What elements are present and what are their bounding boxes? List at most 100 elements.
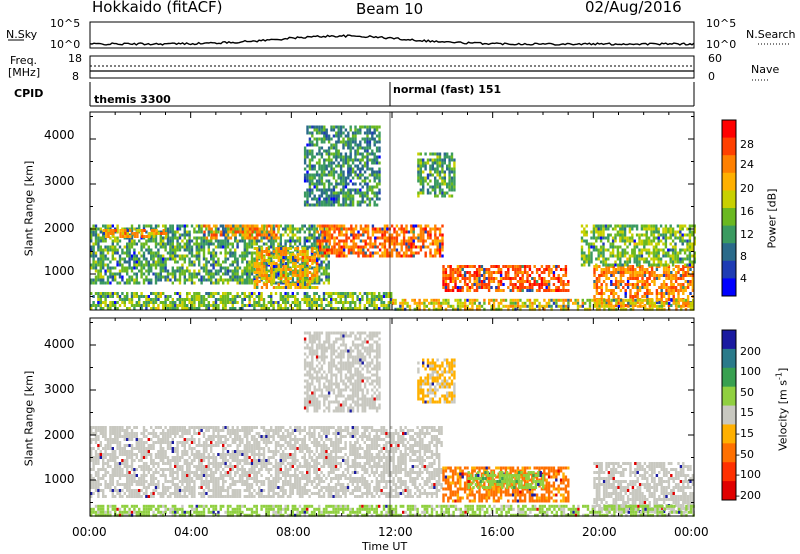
power-cell-r6 [658,301,661,304]
power-cell-r0 [318,278,321,282]
power-cell-r9 [347,155,350,159]
power-cell-r5 [487,268,491,271]
power-cell-r6 [682,268,685,271]
power-cell-r9 [306,170,309,174]
power-cell-r0 [169,251,172,255]
power-cell-r4 [441,254,444,258]
power-cell-r6 [679,286,683,289]
power-cell-r11 [597,236,600,240]
power-cell-r0 [169,272,172,276]
power-cell-r4 [340,248,343,252]
power-cell-r3 [296,256,300,259]
power-cell-r6 [679,268,683,271]
power-cell-r0 [181,254,184,258]
power-cell-r3 [306,256,309,259]
power-cell-r9 [313,203,316,207]
power-cell-r1 [165,232,168,235]
power-cell-r11 [592,248,596,252]
power-cell-r9 [356,158,360,162]
power-cell-r8 [646,298,649,302]
power-cell-r0 [250,233,254,237]
power-cell-r11 [623,260,627,264]
power-cell-r11 [655,242,658,246]
power-cell-r0 [246,248,249,252]
power-cell-r10 [443,173,446,177]
power-cell-r9 [368,143,372,147]
power-cell-r9 [330,191,333,195]
power-cell-r2 [229,236,233,240]
power-cell-r0 [234,272,237,276]
power-cell-r11 [628,224,632,228]
power-cell-r11 [599,233,603,237]
power-cell-r0 [217,278,220,282]
power-cell-r7 [351,292,354,295]
power-cell-r5 [478,271,481,274]
power-cell-r7 [102,292,105,295]
power-cell-r0 [114,248,117,252]
power-cell-r0 [303,278,306,282]
power-cell-r8 [646,301,649,305]
power-cell-r7 [354,292,357,295]
power-cell-r0 [243,254,246,258]
power-cell-r4 [390,242,394,246]
power-cell-r1 [126,232,129,235]
power-cell-r3 [284,277,288,280]
power-cell-r11 [633,251,636,255]
power-cell-r3 [292,283,295,286]
power-cell-r8 [612,307,616,311]
power-cell-r9 [356,149,360,153]
power-cell-r9 [315,140,319,144]
power-cell-r8 [516,301,520,305]
power-cell-r5 [514,283,517,286]
power-cell-r9 [318,128,321,132]
power-cell-r0 [92,245,95,249]
power-cell-r7 [116,295,119,298]
power-cell-r0 [140,269,143,273]
power-cell-r9 [363,170,367,174]
power-cell-r0 [121,278,124,282]
power-cell-r7 [380,301,383,304]
power-cell-r3 [299,286,302,289]
power-cell-r11 [611,263,615,267]
power-cell-r5 [466,286,469,289]
power-cell-r11 [587,242,591,246]
power-cell-r8 [483,298,486,302]
power-cell-r0 [164,278,167,282]
power-cell-r11 [626,236,629,240]
power-cell-r0 [135,257,138,261]
power-cell-r7 [205,307,208,310]
power-cell-r5 [502,277,505,280]
power-cell-r10 [434,152,437,156]
power-cell-r9 [356,131,360,135]
power-cell-r4 [364,227,367,231]
power-cell-r9 [327,194,331,198]
power-cell-r11 [676,230,680,234]
power-cell-r9 [359,158,362,162]
power-cell-r8 [684,301,688,305]
power-cell-r4 [419,230,423,234]
power-cell-r1 [157,232,161,235]
power-cell-r4 [383,254,387,258]
power-cell-r8 [644,307,647,311]
power-cell-r0 [145,224,148,228]
power-cell-r0 [248,251,251,255]
power-cell-r4 [340,239,343,243]
power-cell-r8 [500,298,503,302]
power-cell-r11 [674,254,677,258]
power-cell-r4 [342,245,346,249]
power-cell-r3 [304,274,307,277]
freq-tick-top: 18 [68,52,82,65]
power-cell-r0 [130,257,134,261]
power-cell-r8 [531,304,534,308]
power-cell-r3 [258,280,261,283]
power-cell-r6 [607,298,611,301]
power-cell-r3 [256,277,259,280]
power-cell-r7 [224,295,227,298]
power-cell-r9 [371,134,374,138]
power-cell-r0 [181,245,184,249]
power-cell-r0 [126,248,129,252]
power-cell-r11 [667,254,670,258]
power-cell-r0 [104,269,107,273]
power-cell-r9 [337,125,340,129]
power-cell-r4 [323,233,327,237]
